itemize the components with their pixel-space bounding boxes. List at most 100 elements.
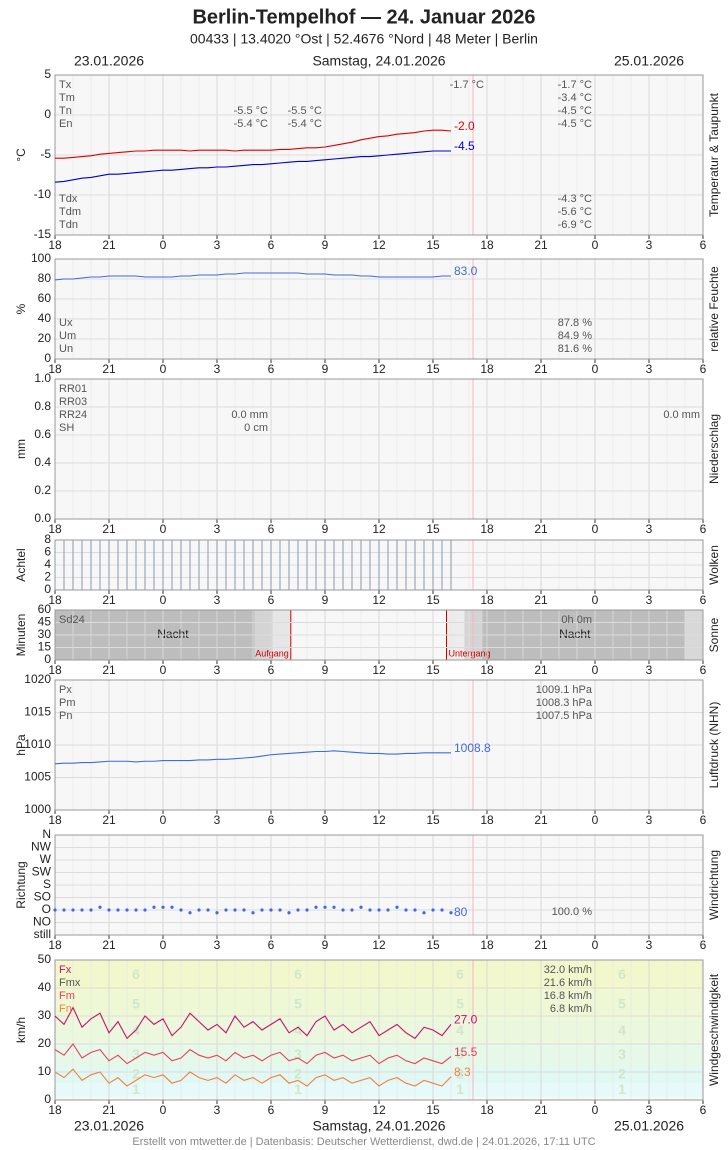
stat-value: -4.5 °C: [558, 105, 592, 117]
y-axis-label: °C: [14, 148, 28, 162]
x-tick-label: 0: [160, 362, 167, 376]
stat-label: Fn: [59, 1003, 72, 1015]
sunrise-label: Aufgang: [255, 648, 289, 658]
stat-label: Px: [59, 684, 72, 696]
point: [314, 905, 318, 909]
x-tick-label: 12: [372, 1103, 386, 1117]
y-axis-label: Minuten: [14, 614, 28, 657]
y-tick-label: 60: [38, 291, 52, 305]
stat-value: -5.5 °C: [234, 105, 268, 117]
x-tick-label: 21: [102, 238, 116, 252]
y-tick-label: 2: [44, 570, 51, 584]
x-tick-label: 18: [48, 663, 62, 677]
x-tick-label: 12: [372, 238, 386, 252]
x-tick-label: 0: [160, 522, 167, 536]
x-tick-label: 6: [700, 238, 707, 252]
y-tick-label: 8: [44, 532, 51, 546]
x-tick-label: 0: [592, 593, 599, 607]
x-tick-label: 3: [214, 663, 221, 677]
x-tick-label: 18: [480, 1103, 494, 1117]
point: [386, 908, 390, 912]
point: [53, 908, 57, 912]
beaufort-label: 5: [618, 996, 626, 1012]
y-tick-label: still: [34, 927, 51, 941]
beaufort-label: 2: [294, 1066, 302, 1082]
stat-value: 21.6 km/h: [544, 977, 592, 989]
x-tick-label: 21: [534, 238, 548, 252]
side-label: Niederschlag: [707, 414, 721, 484]
end-label: 27.0: [454, 1013, 478, 1027]
x-tick-label: 3: [646, 663, 653, 677]
y-tick-label: S: [43, 877, 51, 891]
x-tick-label: 9: [322, 362, 329, 376]
x-tick-label: 21: [102, 1103, 116, 1117]
x-tick-label: 6: [700, 522, 707, 536]
series-line: [54, 150, 451, 183]
x-tick-label: 6: [700, 593, 707, 607]
x-tick-label: 18: [48, 522, 62, 536]
x-tick-label: 3: [646, 238, 653, 252]
point: [152, 905, 156, 909]
stat-label: En: [59, 118, 72, 130]
y-tick-label: 45: [38, 615, 52, 629]
point: [233, 908, 237, 912]
point: [251, 911, 255, 915]
x-tick-label: 6: [268, 522, 275, 536]
stat-value: -6.9 °C: [558, 219, 592, 231]
stat-value: 0.0 mm: [663, 409, 700, 421]
point: [440, 908, 444, 912]
x-tick-label: 18: [48, 238, 62, 252]
stat-label: Sd24: [59, 614, 85, 626]
x-tick-label: 0: [160, 1103, 167, 1117]
point: [224, 908, 228, 912]
y-tick-label: -10: [34, 187, 52, 201]
y-tick-label: 0: [44, 582, 51, 596]
title: Berlin-Tempelhof — 24. Januar 2026: [192, 6, 535, 28]
end-label: -2.0: [454, 119, 475, 133]
x-tick-label: 9: [322, 522, 329, 536]
stat-value: 16.8 km/h: [544, 990, 592, 1002]
point: [260, 908, 264, 912]
x-tick-label: 12: [372, 362, 386, 376]
y-tick-label: 0.0: [34, 511, 51, 525]
x-tick-label: 9: [322, 238, 329, 252]
x-tick-label: 9: [322, 663, 329, 677]
x-tick-label: 0: [592, 938, 599, 952]
stat-label: Un: [59, 343, 73, 355]
x-tick-label: 0: [592, 1103, 599, 1117]
y-tick-label: SO: [34, 890, 51, 904]
x-tick-label: 9: [322, 1103, 329, 1117]
y-axis-label: %: [14, 303, 28, 314]
x-tick-label: 21: [534, 663, 548, 677]
end-label: -4.5: [454, 139, 475, 153]
x-tick-label: 0: [592, 813, 599, 827]
sunset-label: Untergang: [449, 648, 491, 658]
x-tick-label: 18: [480, 663, 494, 677]
x-tick-label: 21: [534, 522, 548, 536]
y-tick-label: 1.0: [34, 371, 51, 385]
y-tick-label: 0: [44, 351, 51, 365]
point: [188, 911, 192, 915]
x-tick-label: 18: [480, 938, 494, 952]
series-line: [54, 272, 451, 281]
side-label: Windgeschwindigkeit: [707, 973, 721, 1086]
beaufort-label: 6: [456, 966, 464, 982]
beaufort-label: 3: [294, 1046, 302, 1062]
y-tick-label: 15: [38, 640, 52, 654]
x-tick-label: 0: [592, 238, 599, 252]
y-tick-label: 0: [44, 1092, 51, 1106]
point: [341, 908, 345, 912]
stat-label: Fx: [59, 964, 72, 976]
beaufort-label: 6: [618, 966, 626, 982]
y-tick-label: 80: [38, 271, 52, 285]
x-tick-label: 3: [646, 938, 653, 952]
side-label: Wolken: [707, 545, 721, 585]
x-tick-label: 6: [268, 813, 275, 827]
x-tick-label: 21: [102, 813, 116, 827]
point: [395, 905, 399, 909]
stat-label: SH: [59, 422, 74, 434]
point: [449, 911, 453, 915]
x-tick-label: 0: [592, 522, 599, 536]
stat-value: 6.8 km/h: [550, 1003, 592, 1015]
stat-value: -5.6 °C: [558, 206, 592, 218]
